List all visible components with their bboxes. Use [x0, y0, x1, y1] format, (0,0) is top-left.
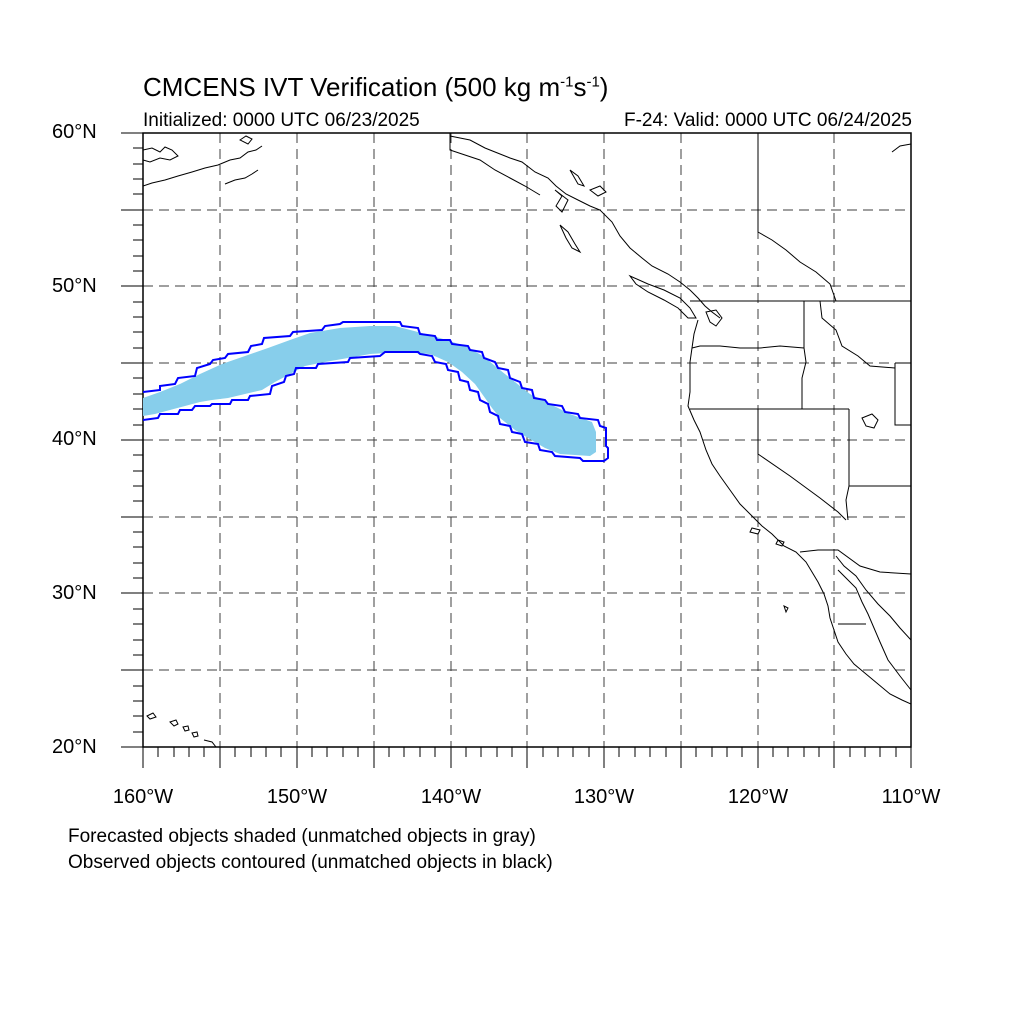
coastlines [143, 135, 911, 747]
lon-label-150w: 150°W [266, 786, 328, 808]
lon-label-160w: 160°W [112, 786, 174, 808]
title-mid: s [573, 72, 587, 102]
title-exponent-2: -1 [586, 73, 600, 91]
lon-label-120w: 120°W [727, 786, 789, 808]
lon-label-110w: 110°W [881, 786, 941, 808]
lat-label-40n: 40°N [52, 428, 97, 450]
observed-object [143, 321, 609, 462]
lat-label-30n: 30°N [52, 582, 97, 604]
lat-label-50n: 50°N [52, 275, 97, 297]
forecast-object [143, 326, 596, 456]
lon-ticks [142, 747, 912, 768]
observed-note: Observed objects contoured (unmatched ob… [68, 852, 553, 873]
initialized-label: Initialized: 0000 UTC 06/23/2025 [143, 110, 420, 131]
title-end: ) [599, 72, 609, 102]
chart-title: CMCENS IVT Verification (500 kg m-1s-1) [143, 72, 608, 103]
borders [449, 133, 911, 625]
lat-label-60n: 60°N [52, 121, 97, 143]
title-exponent-1: -1 [560, 73, 574, 91]
lon-label-140w: 140°W [420, 786, 482, 808]
title-main: CMCENS IVT Verification (500 kg m [143, 72, 561, 102]
lat-label-20n: 20°N [52, 736, 97, 758]
lat-ticks [121, 132, 143, 748]
forecast-note: Forecasted objects shaded (unmatched obj… [68, 826, 536, 847]
valid-label: F-24: Valid: 0000 UTC 06/24/2025 [624, 110, 912, 131]
lon-label-130w: 130°W [573, 786, 635, 808]
